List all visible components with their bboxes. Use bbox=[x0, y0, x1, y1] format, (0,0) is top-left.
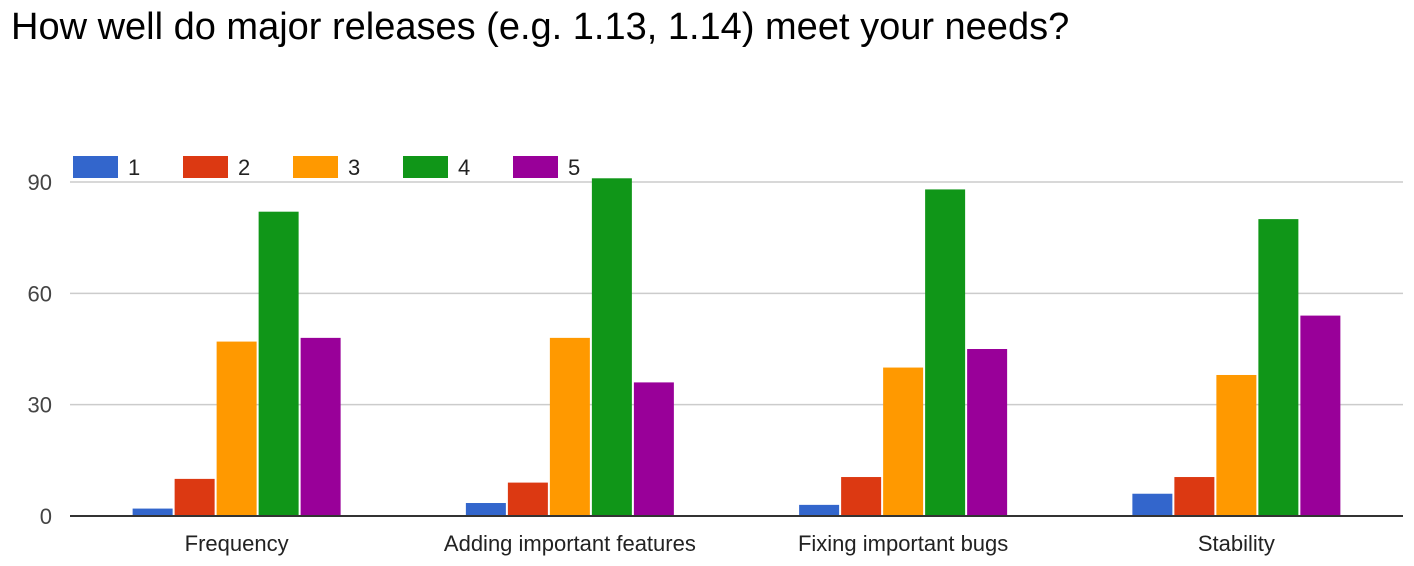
bars bbox=[132, 178, 1341, 517]
x-axis-ticks: Frequency Adding important features Fixing… bbox=[185, 531, 1275, 556]
y-tick-label: 90 bbox=[28, 170, 52, 195]
x-tick-label: Stability bbox=[1198, 531, 1275, 556]
legend-swatch-3 bbox=[293, 156, 338, 178]
x-tick-label: Fixing important bugs bbox=[798, 531, 1008, 556]
legend-swatch-5 bbox=[513, 156, 558, 178]
legend-label: 3 bbox=[348, 155, 360, 180]
bar-series-4-0 bbox=[258, 211, 299, 516]
legend-swatch-4 bbox=[403, 156, 448, 178]
bar-series-1-2 bbox=[799, 504, 840, 516]
legend-label: 1 bbox=[128, 155, 140, 180]
y-axis-ticks: 0 30 60 90 bbox=[28, 170, 52, 529]
bar-series-4-2 bbox=[925, 189, 966, 516]
bar-series-5-1 bbox=[633, 382, 674, 516]
legend: 1 2 3 4 5 bbox=[73, 155, 580, 180]
chart-title: How well do major releases (e.g. 1.13, 1… bbox=[11, 6, 1070, 48]
y-tick-label: 0 bbox=[40, 504, 52, 529]
legend-label: 5 bbox=[568, 155, 580, 180]
bar-series-4-1 bbox=[591, 178, 632, 517]
bar-series-3-2 bbox=[883, 367, 924, 516]
x-tick-label: Adding important features bbox=[444, 531, 696, 556]
legend-swatch-2 bbox=[183, 156, 228, 178]
bar-series-1-3 bbox=[1132, 493, 1173, 516]
legend-swatch-1 bbox=[73, 156, 118, 178]
legend-label: 4 bbox=[458, 155, 470, 180]
bar-series-3-1 bbox=[549, 337, 590, 516]
x-tick-label: Frequency bbox=[185, 531, 289, 556]
bar-series-5-2 bbox=[967, 349, 1008, 516]
bar-series-5-3 bbox=[1300, 315, 1341, 516]
bar-series-3-3 bbox=[1216, 374, 1257, 516]
bar-series-2-0 bbox=[174, 478, 215, 516]
bar-series-4-3 bbox=[1258, 219, 1299, 516]
bar-series-3-0 bbox=[216, 341, 257, 516]
bar-series-5-0 bbox=[300, 337, 341, 516]
y-tick-label: 30 bbox=[28, 393, 52, 418]
bar-series-2-3 bbox=[1174, 477, 1215, 516]
y-tick-label: 60 bbox=[28, 281, 52, 306]
bar-series-1-1 bbox=[465, 503, 506, 516]
bar-series-1-0 bbox=[132, 508, 173, 516]
legend-label: 2 bbox=[238, 155, 250, 180]
bar-series-2-2 bbox=[841, 477, 882, 516]
bar-series-2-1 bbox=[507, 482, 548, 516]
